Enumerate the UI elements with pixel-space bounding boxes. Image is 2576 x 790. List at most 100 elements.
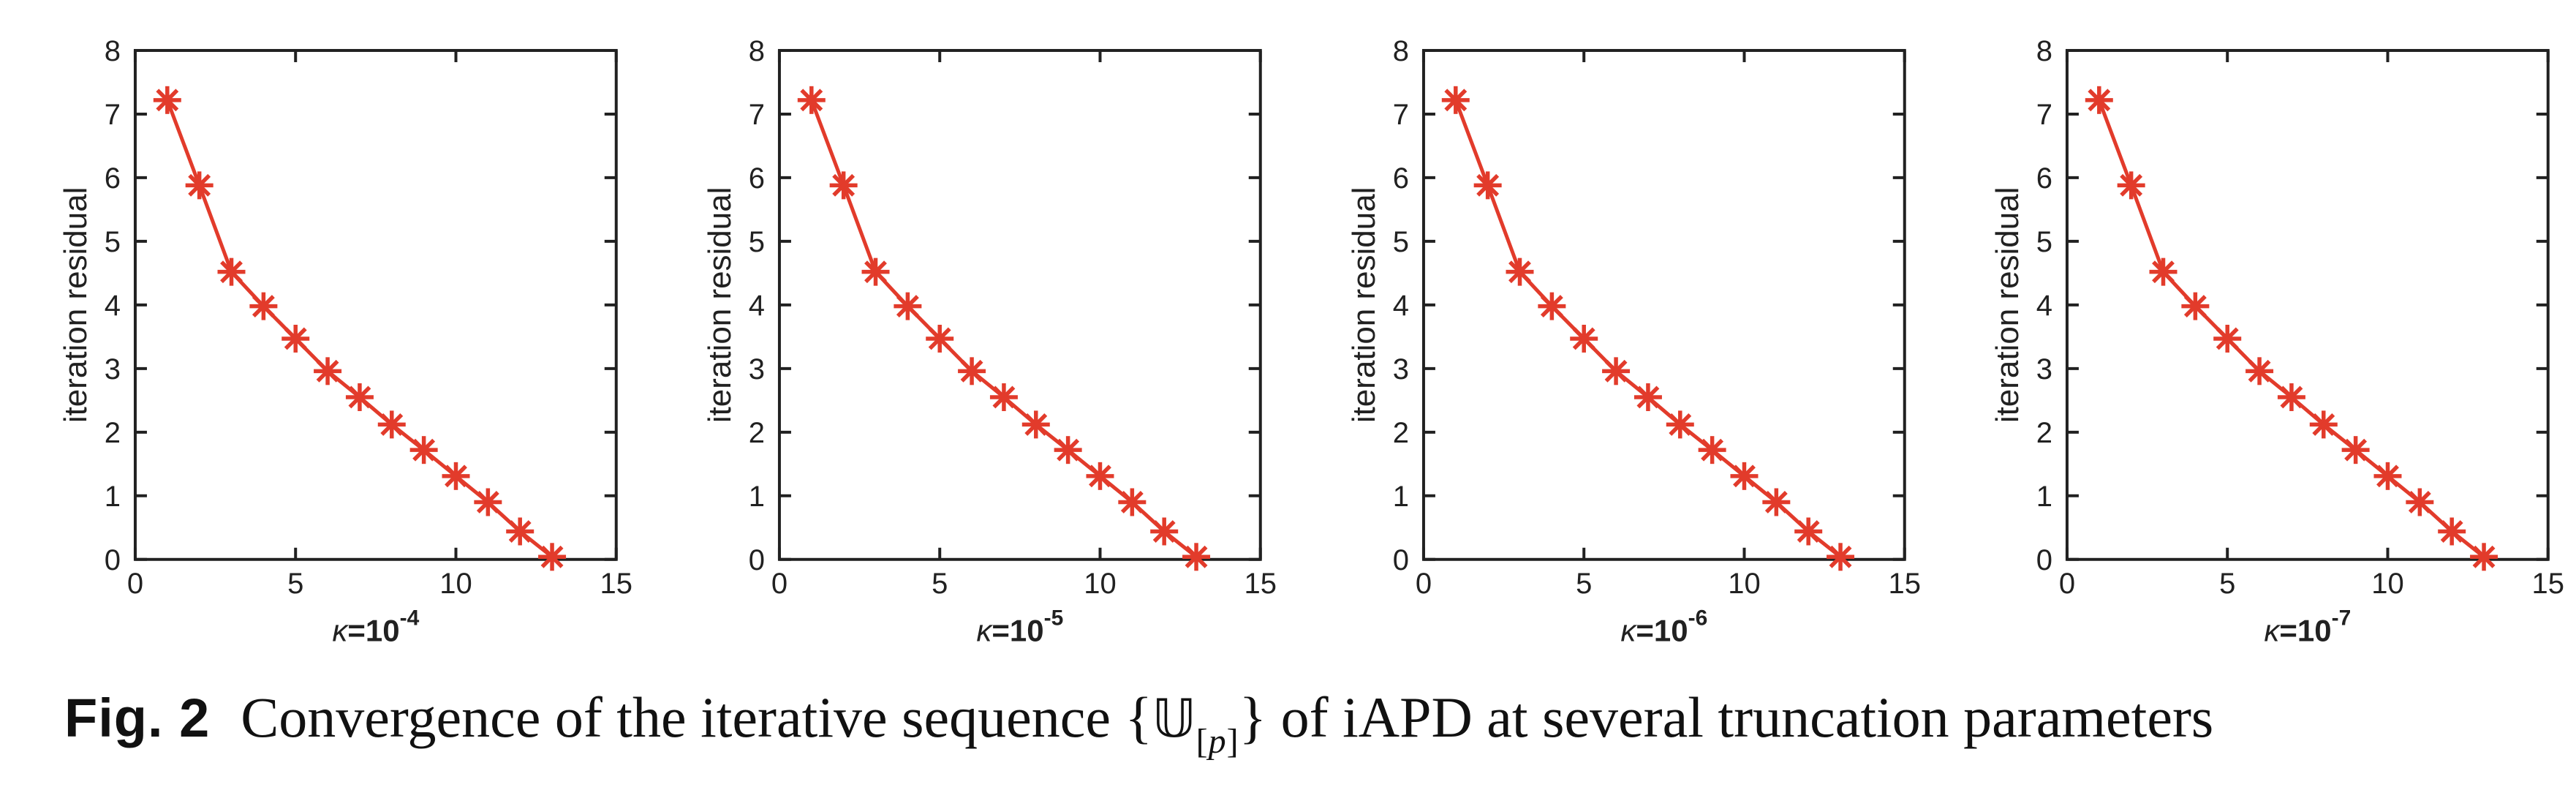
y-tick-label: 2 [2036,417,2052,449]
asterisk-marker [314,357,342,385]
convergence-plot-kappa-1e-4: 0 5 10 15 0 1 2 3 4 5 6 7 8 iteration residual κ=10-4 [58,35,632,648]
plot-panel-4: 0 5 10 15 0 1 2 3 4 5 6 7 8 iteration residual κ=10-7 [1932,0,2576,689]
asterisk-marker [538,543,567,571]
asterisk-marker [957,357,986,385]
x-tick-label: 10 [439,568,472,600]
y-axis-label: iteration residual [1345,187,1381,424]
y-tick-label: 6 [105,162,121,195]
asterisk-marker [1569,324,1598,353]
asterisk-marker [345,383,374,411]
asterisk-marker [282,324,310,353]
asterisk-marker [1473,171,1502,200]
asterisk-marker [1182,543,1210,571]
x-tick-label: 5 [932,568,948,600]
plots-row: 0 5 10 15 0 1 2 3 4 5 6 7 8 iteration residual κ=10-4 … [58,0,2576,689]
y-axis-label: iteration residual [58,187,94,424]
y-tick-label: 6 [748,162,764,195]
residual-line [2097,99,2485,559]
asterisk-marker [2406,488,2434,516]
x-axis-label: κ=10-5 [976,606,1063,648]
asterisk-marker [989,383,1018,411]
x-tick-label: 0 [127,568,143,600]
x-axis-label: κ=10-4 [332,606,419,648]
asterisk-marker [442,462,470,490]
asterisk-marker [925,324,953,353]
x-tick-label: 5 [287,568,303,600]
plot-panel-3: 0 5 10 15 0 1 2 3 4 5 6 7 8 iteration residual κ=10-6 [1288,0,1933,689]
asterisk-marker [797,86,826,114]
math-blackboard-u: 𝕌 [1152,688,1196,749]
asterisk-marker [2085,86,2114,114]
y-tick-label: 7 [105,99,121,131]
asterisk-marker [185,171,214,200]
y-axis-label: iteration residual [702,187,738,424]
y-tick-label: 5 [105,226,121,258]
y-tick-label: 4 [105,290,121,322]
y-tick-label: 5 [748,226,764,258]
y-tick-label: 0 [748,544,764,576]
x-tick-label: 5 [2219,568,2235,600]
x-tick-label: 15 [2532,568,2564,600]
y-tick-label: 6 [2036,162,2052,195]
asterisk-marker [1021,410,1050,439]
y-tick-label: 1 [105,481,121,513]
y-tick-label: 1 [748,481,764,513]
x-tick-label: 0 [2059,568,2075,600]
y-tick-label: 5 [2036,226,2052,258]
y-tick-label: 4 [748,290,764,322]
asterisk-marker [409,436,438,464]
y-tick-label: 6 [1392,162,1408,195]
asterisk-marker [2470,543,2498,571]
math-close-brace: } [1239,685,1267,749]
residual-line [1453,99,1842,559]
asterisk-marker [2438,517,2466,546]
asterisk-marker [1666,410,1694,439]
asterisk-marker [1118,488,1147,516]
y-tick-label: 2 [748,417,764,449]
figure-caption-text-before: Convergence of the iterative sequence [241,685,1125,749]
x-tick-label: 15 [1888,568,1920,600]
y-tick-label: 1 [1392,481,1408,513]
asterisk-marker [2149,257,2177,286]
y-tick-label: 4 [2036,290,2052,322]
asterisk-marker [2245,357,2274,385]
x-tick-label: 10 [2372,568,2404,600]
figure-caption-text-after: of iAPD at several truncation parameters [1266,685,2214,749]
math-subscript: [p] [1196,722,1239,761]
asterisk-marker [506,517,535,546]
asterisk-marker [1761,488,1790,516]
y-tick-label: 4 [1392,290,1408,322]
asterisk-marker [1794,517,1822,546]
x-tick-label: 15 [600,568,632,600]
convergence-plot-kappa-1e-5: 0 5 10 15 0 1 2 3 4 5 6 7 8 iteration residual κ=10-5 [702,35,1277,648]
y-tick-label: 3 [748,353,764,385]
asterisk-marker [1601,357,1630,385]
y-tick-label: 3 [1392,353,1408,385]
asterisk-marker [1149,517,1178,546]
x-axis-label: κ=10-6 [1620,606,1707,648]
y-tick-label: 0 [2036,544,2052,576]
asterisk-marker [829,171,858,200]
asterisk-marker [1506,257,1534,286]
x-tick-label: 10 [1084,568,1116,600]
y-tick-label: 8 [105,35,121,67]
x-tick-label: 10 [1728,568,1760,600]
residual-line [809,99,1198,559]
asterisk-marker [861,257,890,286]
y-tick-label: 0 [105,544,121,576]
plot-panel-2: 0 5 10 15 0 1 2 3 4 5 6 7 8 iteration residual κ=10-5 [644,0,1288,689]
asterisk-marker [1441,86,1470,114]
asterisk-marker [2373,462,2402,490]
axes-box [133,48,618,561]
asterisk-marker [1729,462,1758,490]
asterisk-marker [377,410,406,439]
y-tick-label: 3 [2036,353,2052,385]
y-tick-label: 3 [105,353,121,385]
y-tick-label: 2 [1392,417,1408,449]
y-axis-label: iteration residual [1990,187,2025,424]
convergence-plot-kappa-1e-6: 0 5 10 15 0 1 2 3 4 5 6 7 8 iteration residual κ=10-6 [1345,35,1920,648]
residual-line [165,99,554,559]
asterisk-marker [2213,324,2242,353]
asterisk-marker [249,292,278,320]
axes-box [777,48,1262,561]
